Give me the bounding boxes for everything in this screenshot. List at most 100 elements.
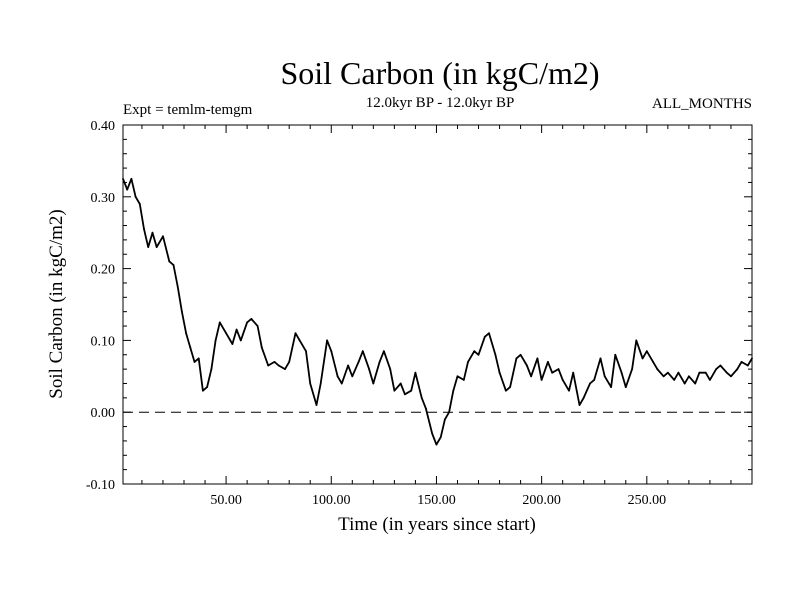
data-point [298, 339, 301, 342]
data-point [414, 371, 417, 374]
data-point [214, 339, 217, 342]
data-point [620, 371, 623, 374]
data-point [568, 389, 570, 392]
data-point [197, 357, 200, 360]
data-point [504, 389, 507, 392]
data-point [176, 285, 179, 288]
data-point [202, 389, 204, 392]
data-point [351, 375, 354, 378]
data-point [509, 386, 511, 388]
data-point [267, 364, 270, 367]
data-point [656, 368, 659, 371]
data-point [162, 235, 164, 238]
data-point [519, 353, 522, 356]
data-point [225, 332, 227, 335]
data-point [540, 378, 543, 381]
data-point [185, 332, 188, 335]
data-point [439, 436, 442, 439]
data-point [498, 371, 501, 374]
data-point [488, 332, 490, 335]
x-axis-tick-labels: 50.00 100.00 150.00 200.00 250.00 [210, 493, 666, 508]
data-point [189, 346, 192, 349]
data-point [614, 353, 617, 356]
data-point [330, 350, 333, 353]
data-point [477, 353, 480, 356]
data-point [698, 371, 701, 374]
data-point [599, 357, 602, 360]
data-point [138, 203, 141, 205]
data-point [210, 368, 213, 371]
data-point [181, 310, 183, 313]
data-point [557, 368, 560, 371]
data-point [425, 407, 427, 410]
data-point [435, 443, 438, 446]
data-point [288, 361, 291, 363]
data-point [382, 350, 385, 353]
data-point [452, 389, 455, 392]
data-point [420, 396, 423, 399]
data-point [319, 382, 322, 385]
data-point [389, 368, 392, 371]
data-point [725, 371, 728, 374]
x-tick-label: 100.00 [312, 493, 351, 508]
y-tick-label: 0.10 [91, 334, 116, 349]
data-point [715, 368, 718, 371]
data-point [572, 371, 575, 374]
data-point [473, 350, 476, 353]
data-point [709, 378, 711, 381]
data-point [357, 361, 360, 363]
y-tick-label: -0.10 [86, 478, 115, 493]
data-point [168, 260, 171, 263]
data-point [662, 375, 665, 378]
chart-subtitle-right: ALL_MONTHS [652, 96, 752, 112]
y-tick-label: 0.00 [91, 406, 116, 421]
data-point [347, 364, 349, 367]
data-point [593, 378, 596, 381]
data-point [666, 371, 669, 374]
data-point [494, 353, 497, 356]
data-point [260, 346, 263, 349]
data-point [172, 264, 175, 266]
data-point [361, 350, 364, 353]
data-point [410, 389, 413, 392]
data-point [547, 361, 549, 363]
data-point [683, 382, 686, 385]
data-point [256, 325, 259, 327]
data-point [246, 321, 249, 324]
x-axis-label: Time (in years since start) [338, 514, 536, 535]
data-point [652, 361, 655, 363]
data-point [193, 361, 196, 363]
x-axis-ticks [141, 125, 753, 484]
data-point [273, 361, 276, 363]
data-point [155, 246, 158, 248]
data-point [736, 368, 739, 371]
data-point [704, 371, 707, 374]
data-point [610, 386, 612, 388]
data-point [467, 361, 469, 363]
data-point [315, 404, 318, 406]
data-point [284, 368, 286, 371]
data-point [730, 375, 732, 378]
data-point [309, 382, 312, 385]
data-point [582, 396, 585, 399]
data-point [719, 364, 722, 367]
y-tick-label: 0.40 [91, 119, 116, 134]
data-point [218, 321, 221, 324]
data-point [250, 317, 253, 320]
data-point [372, 382, 375, 385]
data-point [134, 195, 137, 198]
data-point [677, 371, 680, 374]
data-point [305, 350, 307, 353]
data-point [231, 343, 234, 345]
data-point [443, 418, 446, 421]
data-point [326, 339, 328, 342]
data-point [740, 361, 743, 363]
data-point [130, 177, 133, 180]
y-tick-label: 0.20 [91, 263, 116, 278]
data-point [122, 177, 124, 180]
data-point [147, 246, 150, 248]
data-point [603, 375, 606, 378]
data-point [641, 357, 644, 360]
x-tick-label: 200.00 [522, 493, 561, 508]
